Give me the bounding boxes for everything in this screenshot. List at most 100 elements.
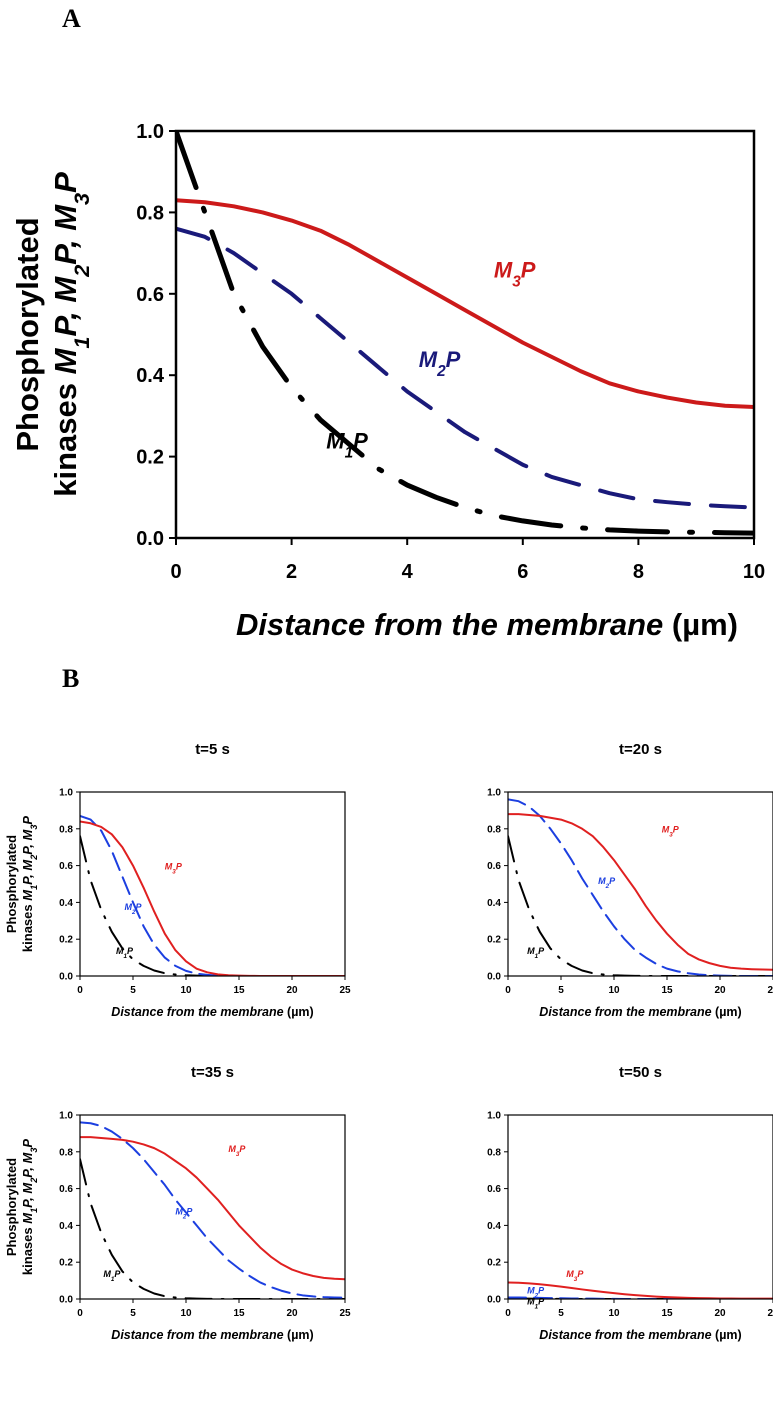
y-tick-label: 0.2 [59,935,73,946]
y-tick-label: 1.0 [487,788,501,799]
y-axis-label-line: Phosphorylated [10,217,45,451]
series-line-m3p [176,198,754,409]
y-tick-label: 0.0 [487,972,501,983]
y-axis-label-line: kinases M1P, M2P, M3P [48,172,94,497]
series-line-m2p [176,226,754,510]
y-tick-label: 0.8 [59,824,73,835]
series-line-m2p [80,814,345,976]
chart-5: 0.0 0.2 0.4 0.6 0.8 1.0 0 5 10 15 20 25 Distance fro… [487,1064,773,1342]
x-tick-label: 10 [608,1308,620,1319]
x-tick-label: 0 [505,985,511,996]
y-tick-label: 1.0 [59,788,73,799]
x-tick-label: 15 [661,1308,673,1319]
chart-title: t=20 s [619,741,662,758]
series-label-m1p: M1P [527,1297,545,1311]
y-tick-label: 0.2 [136,447,164,469]
y-tick-label: 0.6 [487,861,501,872]
y-tick-label: 0.2 [487,935,501,946]
x-tick-label: 20 [714,985,726,996]
y-tick-label: 0.6 [136,284,164,306]
y-tick-label: 0.0 [136,528,164,550]
x-axis-label: Distance from the membrane (µm) [236,607,738,642]
series-label-m2p: M2P [419,347,461,380]
series-line-m3p [80,820,345,976]
x-tick-label: 20 [714,1308,726,1319]
x-tick-label: 25 [339,985,351,996]
series-label-m1p: M1P [103,1269,121,1283]
x-tick-label: 20 [286,985,298,996]
y-tick-label: 0.8 [59,1147,73,1158]
y-axis-label-line: Phosphorylated [4,835,19,933]
x-tick-label: 5 [130,1308,136,1319]
x-tick-label: 10 [743,561,765,583]
x-tick-label: 25 [767,1308,773,1319]
series-label-m3p: M3P [566,1269,584,1283]
y-tick-label: 1.0 [136,121,164,143]
x-axis-label: Distance from the membrane (µm) [111,1005,313,1019]
panel-label-a: A [62,4,81,33]
y-tick-label: 0.4 [487,898,501,909]
series-line-m2p [80,1121,345,1299]
y-tick-label: 0.2 [59,1258,73,1269]
x-tick-label: 4 [402,561,414,583]
y-tick-label: 0.8 [136,202,164,224]
y-tick-label: 0.4 [136,365,165,387]
y-tick-label: 1.0 [487,1111,501,1122]
series-line-m3p [80,1136,345,1281]
series-line-m3p [508,1281,773,1299]
x-tick-label: 0 [505,1308,511,1319]
x-axis-label: Distance from the membrane (µm) [539,1328,741,1342]
x-tick-label: 25 [767,985,773,996]
x-tick-label: 10 [608,985,620,996]
panel-label-b: B [62,664,80,693]
y-tick-label: 0.0 [487,1295,501,1306]
x-tick-label: 15 [661,985,673,996]
x-tick-label: 0 [77,1308,83,1319]
chart-4: 0.0 0.2 0.4 0.6 0.8 1.0 0 5 10 15 20 25 Distance fro… [4,1064,351,1342]
chart-title: t=5 s [195,741,230,758]
chart-2: 0.0 0.2 0.4 0.6 0.8 1.0 0 5 10 15 20 25 Distance fro… [4,741,351,1019]
series-label-m2p: M2P [125,902,143,916]
x-tick-label: 5 [558,1308,564,1319]
x-tick-label: 20 [286,1308,298,1319]
series-label-m1p: M1P [116,946,134,960]
x-tick-label: 15 [233,1308,245,1319]
y-axis-label-line: kinases M1P, M2P, M3P [20,1139,39,1275]
x-tick-label: 6 [517,561,528,583]
series-label-m3p: M3P [165,861,183,875]
y-tick-label: 0.6 [59,1184,73,1195]
plot-frame [79,791,346,977]
series-line-m2p [508,798,773,976]
x-tick-label: 15 [233,985,245,996]
y-tick-label: 0.0 [59,1295,73,1306]
x-tick-label: 0 [77,985,83,996]
y-tick-label: 0.4 [59,1221,73,1232]
x-tick-label: 10 [180,985,192,996]
x-axis-label: Distance from the membrane (µm) [111,1328,313,1342]
plot-frame [507,791,773,977]
y-tick-label: 1.0 [59,1111,73,1122]
x-tick-label: 2 [286,561,297,583]
y-tick-label: 0.2 [487,1258,501,1269]
series-label-m1p: M1P [326,428,368,461]
y-tick-label: 0.6 [487,1184,501,1195]
x-tick-label: 0 [170,561,181,583]
x-tick-label: 5 [130,985,136,996]
x-tick-label: 5 [558,985,564,996]
plot-frame [79,1114,346,1300]
series-label-m3p: M3P [494,258,536,291]
series-line-m1p [176,131,754,536]
x-tick-label: 25 [339,1308,351,1319]
y-tick-label: 0.4 [487,1221,501,1232]
series-label-m2p: M2P [527,1285,545,1299]
y-tick-label: 0.8 [487,1147,501,1158]
y-tick-label: 0.6 [59,861,73,872]
series-label-m1p: M1P [527,946,545,960]
x-tick-label: 8 [633,561,644,583]
chart-title: t=50 s [619,1064,662,1081]
series-line-m2p [508,1296,773,1299]
y-tick-label: 0.0 [59,972,73,983]
chart-title: t=35 s [191,1064,234,1081]
series-label-m3p: M3P [228,1144,246,1158]
